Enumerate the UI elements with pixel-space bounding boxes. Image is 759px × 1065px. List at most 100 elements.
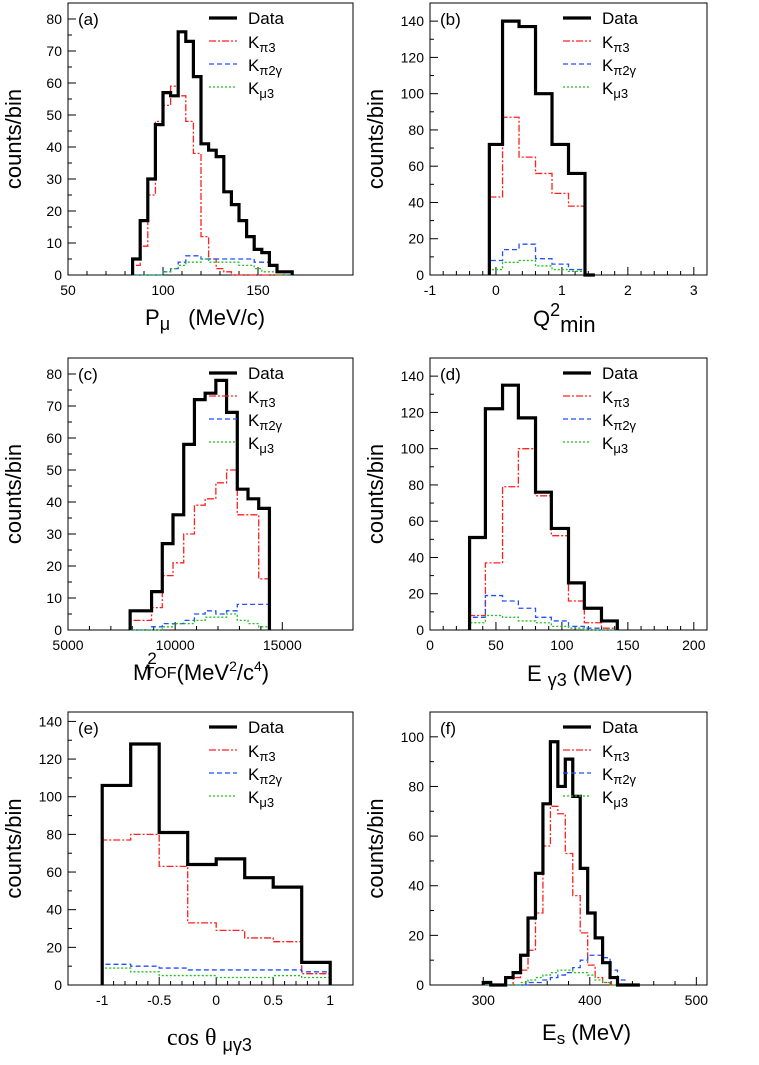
x-tick-label: -1 [96, 992, 109, 1008]
y-tick-label: 100 [401, 729, 425, 745]
legend-label-main: K [248, 79, 260, 98]
legend-label-sub: π2γ [613, 772, 636, 787]
legend-label-sub: π3 [259, 395, 275, 410]
panel-label: (b) [440, 10, 461, 29]
x-tick-label: 100 [550, 637, 574, 653]
y-tick-label: 80 [46, 11, 62, 27]
series-kpi3-histogram [468, 448, 618, 630]
series-kpi3-histogram [483, 805, 640, 986]
y-tick-label: 0 [416, 267, 424, 283]
legend-label-main: K [602, 765, 614, 784]
legend-label-sub: π2γ [259, 418, 282, 433]
y-tick-label: 70 [46, 43, 62, 59]
series-kmu3-histogram [101, 967, 331, 985]
x-axis-label: Q2min [533, 300, 596, 337]
x-tick-label: 5000 [52, 637, 83, 653]
x-tick-label: 0 [426, 637, 434, 653]
legend-label-data: Data [602, 9, 638, 28]
legend-label-kpi3: Kπ3 [248, 388, 276, 410]
y-tick-label: 60 [408, 513, 424, 529]
x-axis-label: cos θ μγ3 [167, 1025, 252, 1055]
x-tick-label: 200 [682, 637, 706, 653]
panel-label: (f) [440, 719, 456, 738]
series-data-histogram [481, 740, 640, 987]
x-axis-label: Es (MeV) [542, 1020, 631, 1048]
legend-label-kpi3: Kπ3 [602, 33, 630, 55]
y-tick-label: 100 [401, 86, 425, 102]
series-kmu3-histogram [468, 614, 618, 631]
x-axis-label: Pμ (MeV/c) [145, 305, 265, 334]
legend-label-kpi2g: Kπ2γ [248, 765, 283, 787]
x-tick-label: 400 [578, 992, 602, 1008]
series-kpi2g-histogram [468, 594, 618, 631]
legend-label-main: K [602, 742, 614, 761]
y-tick-label: 20 [46, 558, 62, 574]
y-tick-label: 40 [408, 878, 424, 894]
panel-d: 0 20 40 60 80 100 120 140 0 50 100 150 200 (d) Data Kπ3… [363, 357, 708, 690]
legend-label-sub: μ3 [259, 441, 274, 456]
legend-label-kpi2g: Kπ2γ [602, 765, 637, 787]
legend-label-main: K [602, 434, 614, 453]
legend-label-main: K [248, 765, 260, 784]
y-axis-label: counts/bin [1, 798, 26, 898]
x-tick-label: 10000 [156, 637, 195, 653]
y-tick-label: 20 [46, 203, 62, 219]
panel-label: (d) [440, 365, 461, 384]
y-tick-label: 50 [46, 107, 62, 123]
legend-label-main: K [602, 33, 614, 52]
x-tick-label: 150 [616, 637, 640, 653]
x-label-sup: 2 [147, 649, 156, 668]
plot-frame [429, 711, 708, 986]
x-label-sup: 2 [550, 300, 560, 320]
x-label-unit-sup: 4 [254, 658, 262, 674]
series-kmu3-histogram [483, 969, 640, 986]
y-tick-label: 20 [408, 927, 424, 943]
y-tick-label: 80 [46, 366, 62, 382]
x-tick-label: 300 [472, 992, 496, 1008]
x-tick-label: 3 [690, 282, 698, 298]
series-kpi2g-histogram [488, 243, 595, 276]
x-tick-label: 2 [624, 282, 632, 298]
legend-label-main: K [248, 742, 260, 761]
y-tick-label: 30 [46, 526, 62, 542]
legend-label-sub: μ3 [613, 86, 628, 101]
y-tick-label: 100 [39, 789, 63, 805]
legend-label-sub: π3 [613, 395, 629, 410]
y-axis-label: counts/bin [1, 89, 26, 189]
y-axis-label: counts/bin [363, 444, 388, 544]
y-tick-label: 20 [408, 231, 424, 247]
x-label-unit-sup: 2 [229, 658, 237, 674]
legend-label-sub: μ3 [613, 441, 628, 456]
x-label-main: E [542, 1020, 557, 1045]
series-kmu3-histogram [132, 258, 293, 276]
y-tick-label: 0 [54, 267, 62, 283]
legend-label-data: Data [248, 9, 284, 28]
series-kpi2g-histogram [483, 954, 640, 986]
x-label-unit: (MeV) [573, 661, 633, 686]
y-tick-label: 100 [401, 441, 425, 457]
legend-label-data: Data [602, 364, 638, 383]
legend-label-main: K [248, 411, 260, 430]
y-tick-label: 70 [46, 398, 62, 414]
legend-label-kpi2g: Kπ2γ [602, 411, 637, 433]
y-tick-label: 40 [46, 902, 62, 918]
legend-label-sub: π2γ [259, 63, 282, 78]
y-tick-label: 10 [46, 235, 62, 251]
series-data-histogram [467, 383, 619, 630]
x-tick-label: -1 [424, 282, 437, 298]
x-tick-label: 0.5 [263, 992, 283, 1008]
y-tick-label: 20 [46, 939, 62, 955]
x-label-main: M [133, 660, 151, 685]
x-axis-label: M2 TOF(MeV2/c4) [133, 649, 269, 685]
x-label-unit: /c [237, 660, 254, 685]
y-tick-label: 80 [408, 477, 424, 493]
legend-label-kpi3: Kπ3 [248, 742, 276, 764]
y-tick-label: 40 [408, 549, 424, 565]
legend-label-kmu3: Kμ3 [248, 788, 274, 810]
legend-label-main: K [602, 411, 614, 430]
